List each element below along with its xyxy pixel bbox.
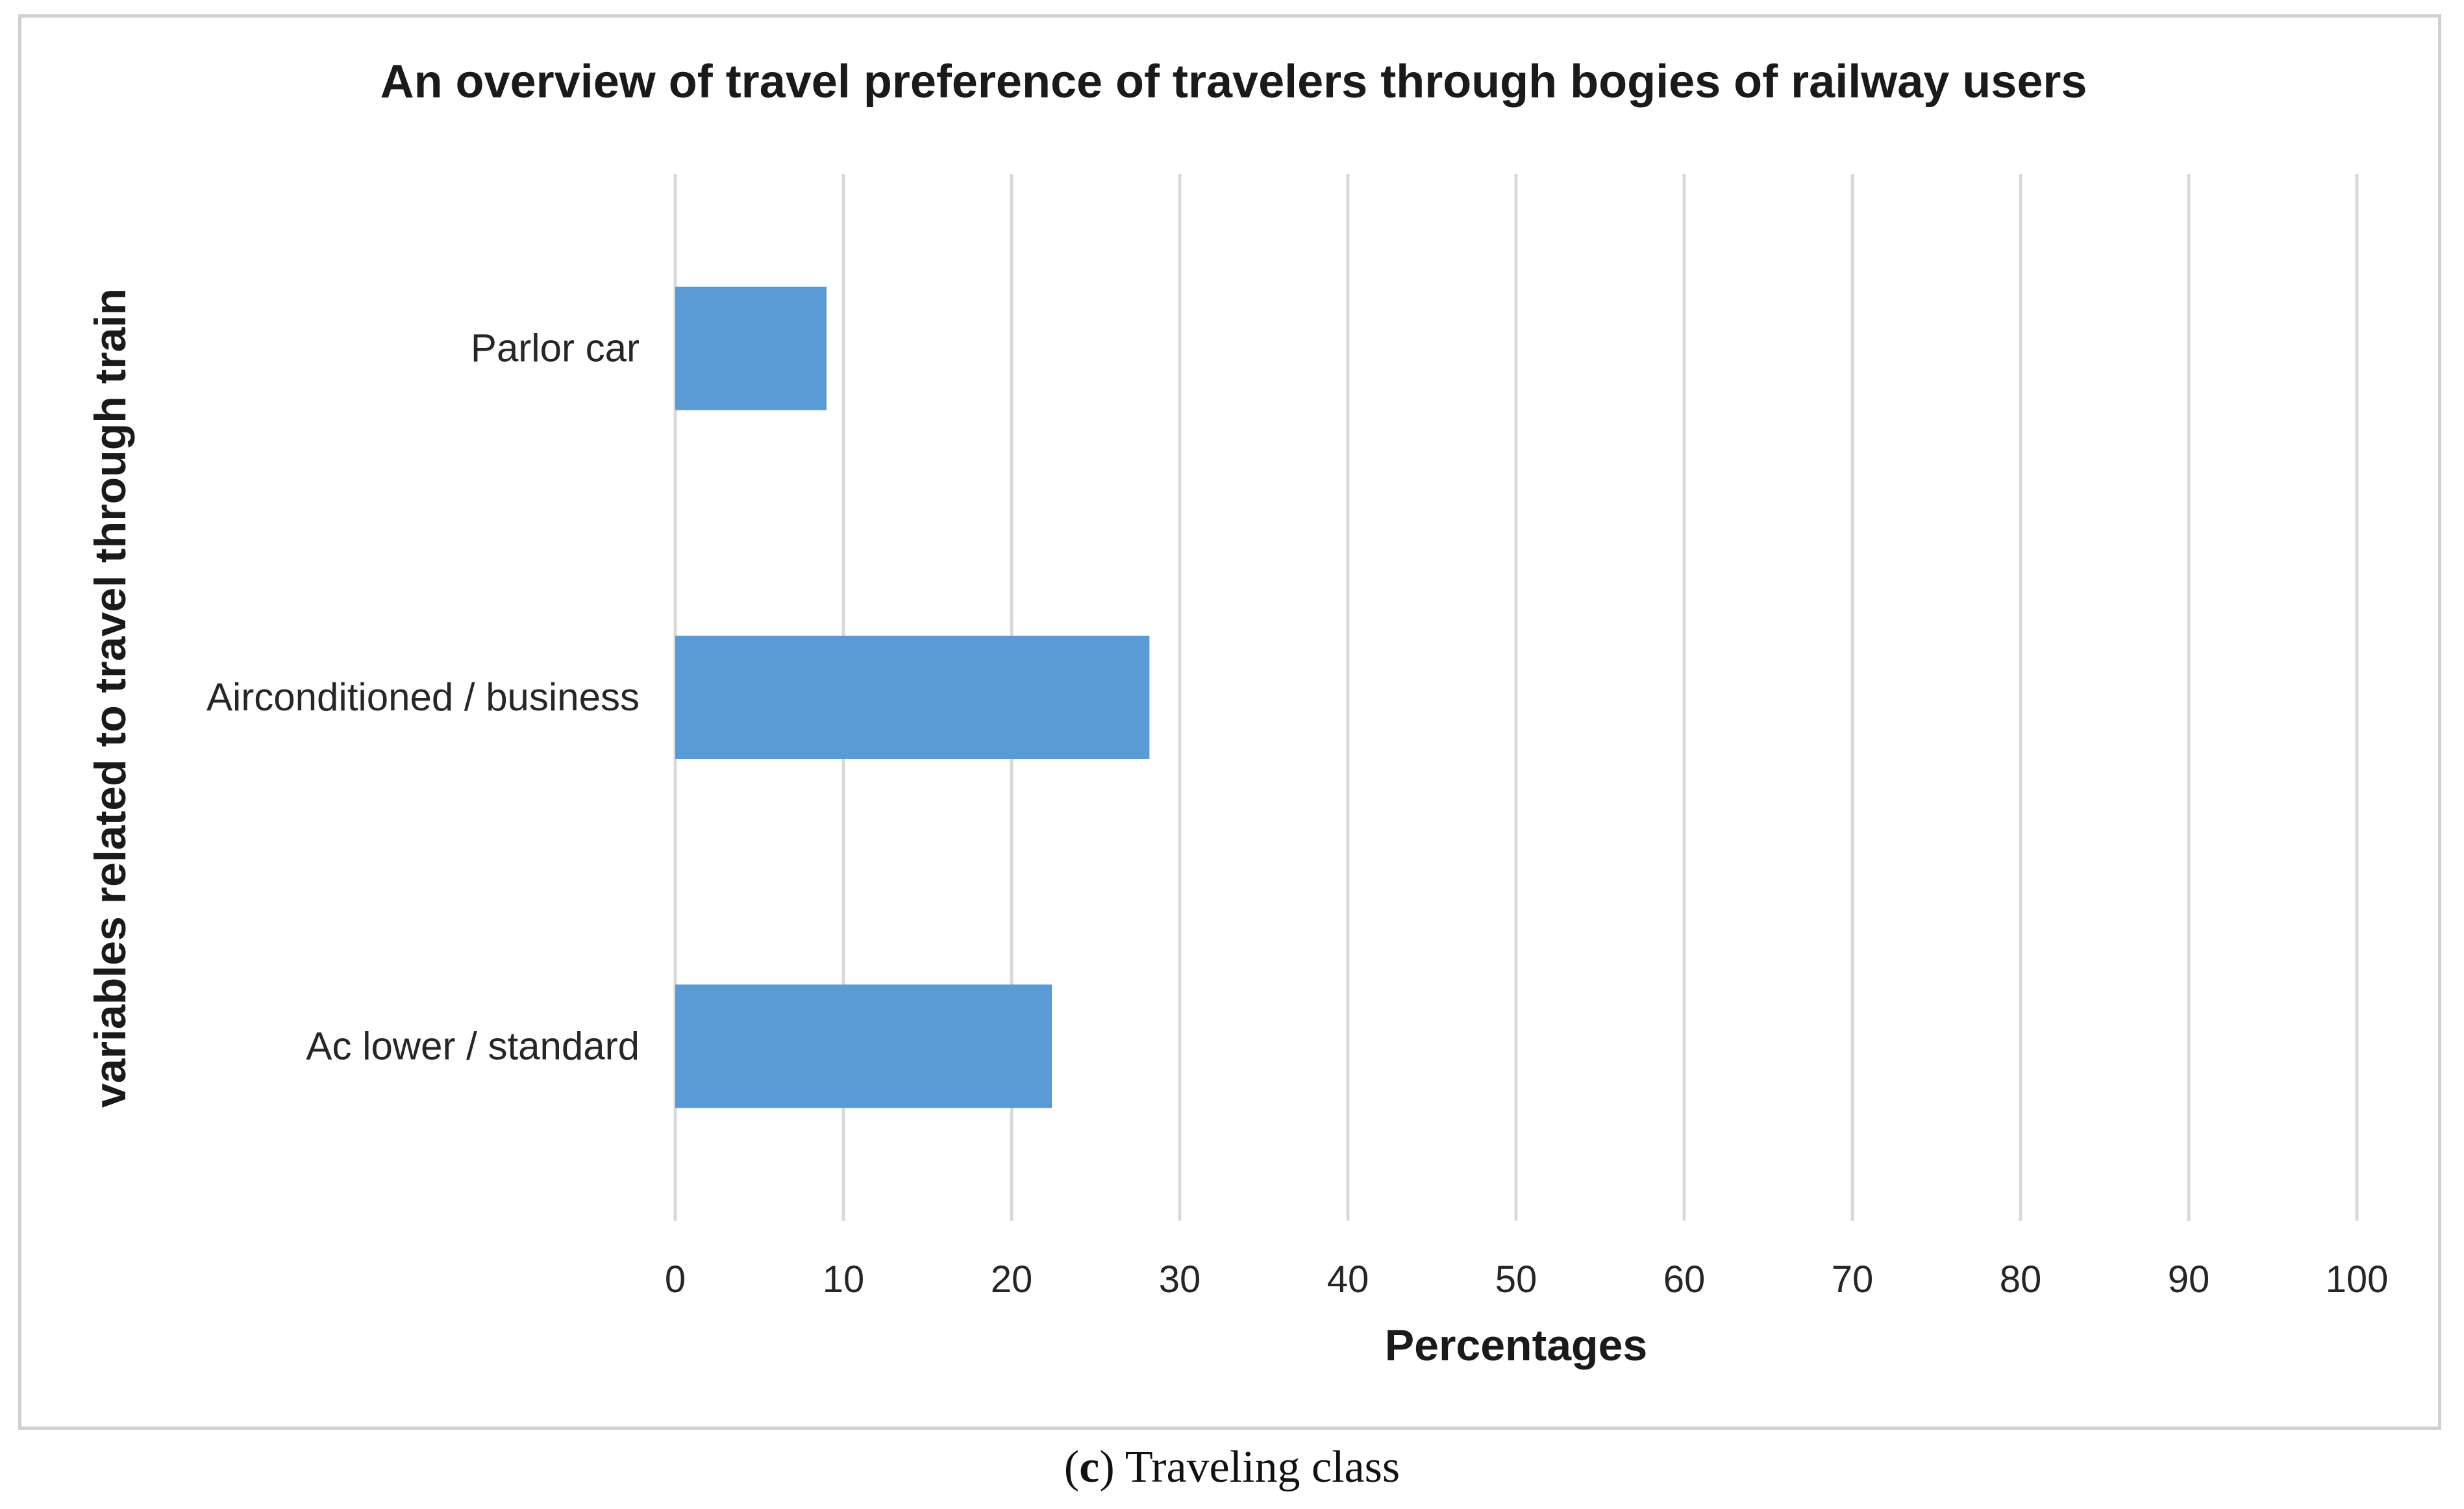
- bar-airconditioned-business: [675, 636, 1150, 759]
- figure-caption: (c) Traveling class: [1064, 1442, 1400, 1492]
- x-tick-labels: 0 10 20 30 40 50 60 70 80 90 100: [665, 1258, 2389, 1301]
- bar-parlor-car: [675, 286, 827, 410]
- x-tick-label-30: 30: [1159, 1258, 1201, 1301]
- x-tick-label-60: 60: [1663, 1258, 1706, 1301]
- bars: [675, 286, 1150, 1108]
- x-tick-label-80: 80: [2000, 1258, 2042, 1301]
- x-tick-label-20: 20: [991, 1258, 1033, 1301]
- chart-title: An overview of travel preference of trav…: [380, 56, 2087, 108]
- x-tick-label-70: 70: [1832, 1258, 1874, 1301]
- x-tick-label-10: 10: [823, 1258, 865, 1301]
- chart-svg: An overview of travel preference of trav…: [86, 56, 2389, 1370]
- chart-frame: [18, 14, 2441, 1430]
- x-tick-label-100: 100: [2326, 1258, 2389, 1301]
- x-tick-label-0: 0: [665, 1258, 686, 1301]
- category-label-airconditioned-business: Airconditioned / business: [206, 675, 640, 719]
- x-tick-label-40: 40: [1327, 1258, 1369, 1301]
- y-axis-title: variables related to travel through trai…: [86, 288, 135, 1108]
- category-label-parlor-car: Parlor car: [471, 327, 640, 370]
- category-label-ac-lower-standard: Ac lower / standard: [306, 1024, 640, 1067]
- x-tick-label-90: 90: [2168, 1258, 2210, 1301]
- x-axis-title: Percentages: [1385, 1321, 1647, 1370]
- caption-letter: c: [1079, 1442, 1100, 1492]
- bar-ac-lower-standard: [675, 984, 1052, 1108]
- caption-text: Traveling class: [1125, 1442, 1400, 1492]
- x-tick-label-50: 50: [1495, 1258, 1537, 1301]
- category-labels: Parlor car Airconditioned / business Ac lo…: [206, 327, 640, 1068]
